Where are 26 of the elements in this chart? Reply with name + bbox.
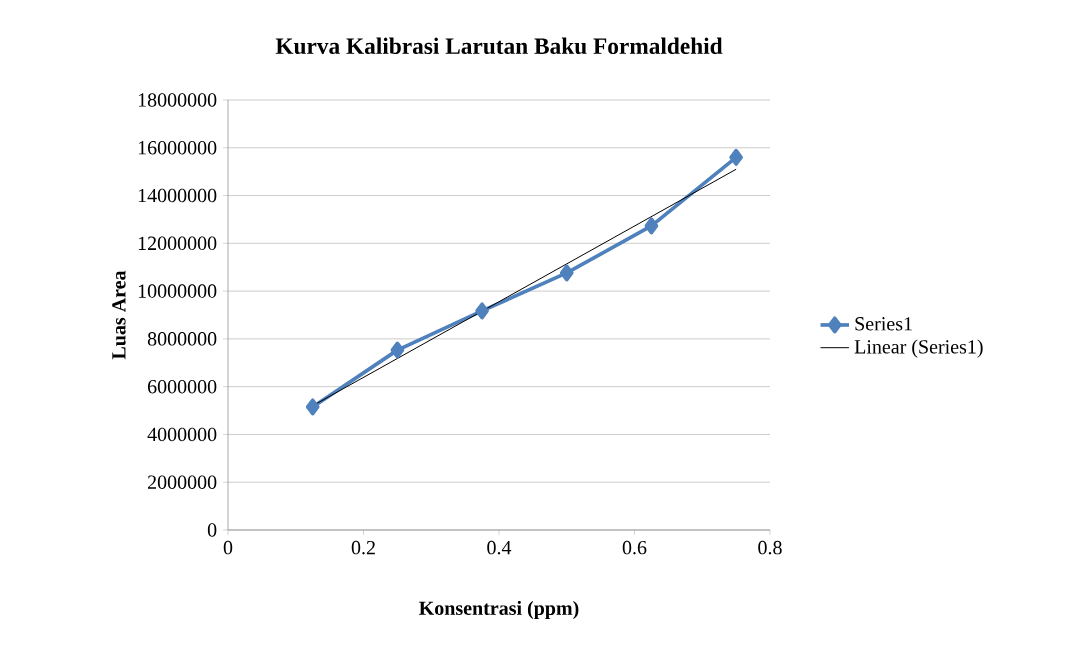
y-tick-label: 12000000 xyxy=(138,236,217,251)
x-tick-label: 0.4 xyxy=(487,540,512,555)
y-tick-label: 16000000 xyxy=(138,141,217,155)
legend-label: Linear (Series1) xyxy=(854,339,983,358)
x-axis-title: Konsentrasi (ppm) xyxy=(419,600,579,620)
legend-label: Series1 xyxy=(855,317,912,331)
y-tick-label: 10000000 xyxy=(138,284,217,298)
x-tick-label: 0.6 xyxy=(622,540,647,555)
y-tick-label: 6000000 xyxy=(147,379,217,394)
y-tick-label: 4000000 xyxy=(147,427,217,442)
y-tick-label: 0 xyxy=(207,523,217,537)
x-tick-label: 0.2 xyxy=(351,540,375,555)
x-tick-label: 0 xyxy=(223,540,233,555)
point xyxy=(729,148,743,166)
chart-title: Kurva Kalibrasi Larutan Baku Formaldehid xyxy=(275,37,723,55)
y-tick-label: 8000000 xyxy=(147,332,217,346)
y-tick-label: 14000000 xyxy=(138,188,217,203)
y-tick-label: 2000000 xyxy=(148,475,217,489)
y-tick-label: 18000000 xyxy=(138,93,217,107)
point xyxy=(390,341,405,359)
point xyxy=(305,398,320,416)
point xyxy=(644,217,659,235)
x-tick-label: 0.8 xyxy=(758,540,782,555)
y-axis-title: Luas Area xyxy=(112,270,126,360)
point xyxy=(559,264,574,282)
point xyxy=(475,302,489,320)
